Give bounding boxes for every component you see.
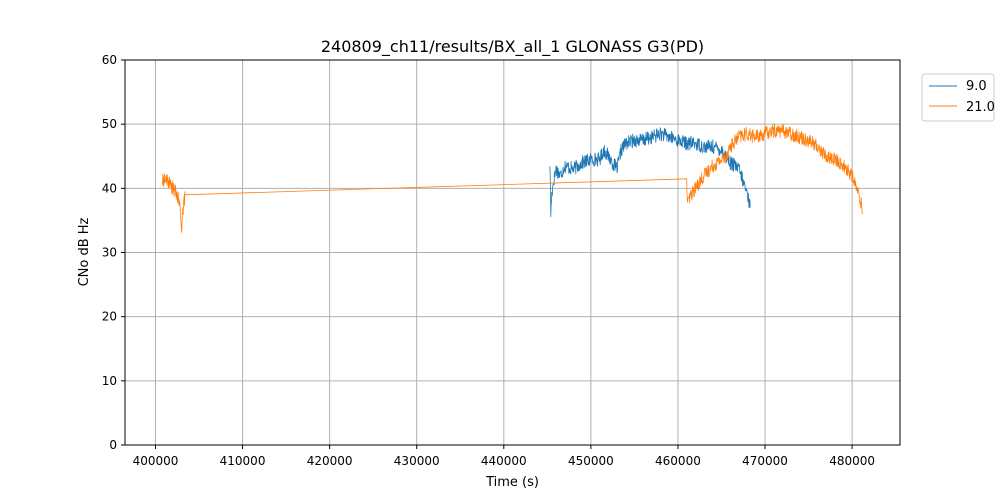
x-tick-label-6: 460000 (655, 454, 701, 468)
y-tick-label-2: 20 (102, 310, 117, 324)
x-axis-label: Time (s) (485, 475, 539, 490)
y-tick-label-0: 0 (109, 438, 117, 452)
series-line-2 (162, 123, 863, 233)
legend-label-series-2: 21.0 (966, 100, 995, 115)
y-tick-label-4: 40 (102, 181, 117, 195)
grid-layer (125, 59, 900, 446)
legend-label-series-1: 9.0 (966, 79, 987, 94)
tick-layer: 400000 410000 420000 430000 440000 450000 4600… (102, 53, 875, 468)
y-tick-label-1: 10 (102, 374, 117, 388)
x-tick-label-7: 470000 (742, 454, 788, 468)
x-tick-label-4: 440000 (481, 454, 527, 468)
x-tick-label-5: 450000 (568, 454, 614, 468)
y-tick-label-5: 50 (102, 117, 117, 131)
legend: 9.0 21.0 (921, 73, 995, 122)
x-tick-label-8: 480000 (829, 454, 875, 468)
x-tick-label-1: 410000 (220, 454, 266, 468)
y-tick-label-6: 60 (102, 53, 117, 67)
x-tick-label-0: 400000 (133, 454, 179, 468)
chart-title: 240809_ch11/results/BX_all_1 GLONASS G3(… (321, 37, 704, 57)
x-tick-label-2: 420000 (307, 454, 353, 468)
x-tick-label-3: 430000 (394, 454, 440, 468)
y-axis-label: CNo dB Hz (77, 217, 92, 286)
y-tick-label-3: 30 (102, 246, 117, 260)
data-layer (162, 123, 863, 233)
series-line-1 (549, 127, 751, 218)
